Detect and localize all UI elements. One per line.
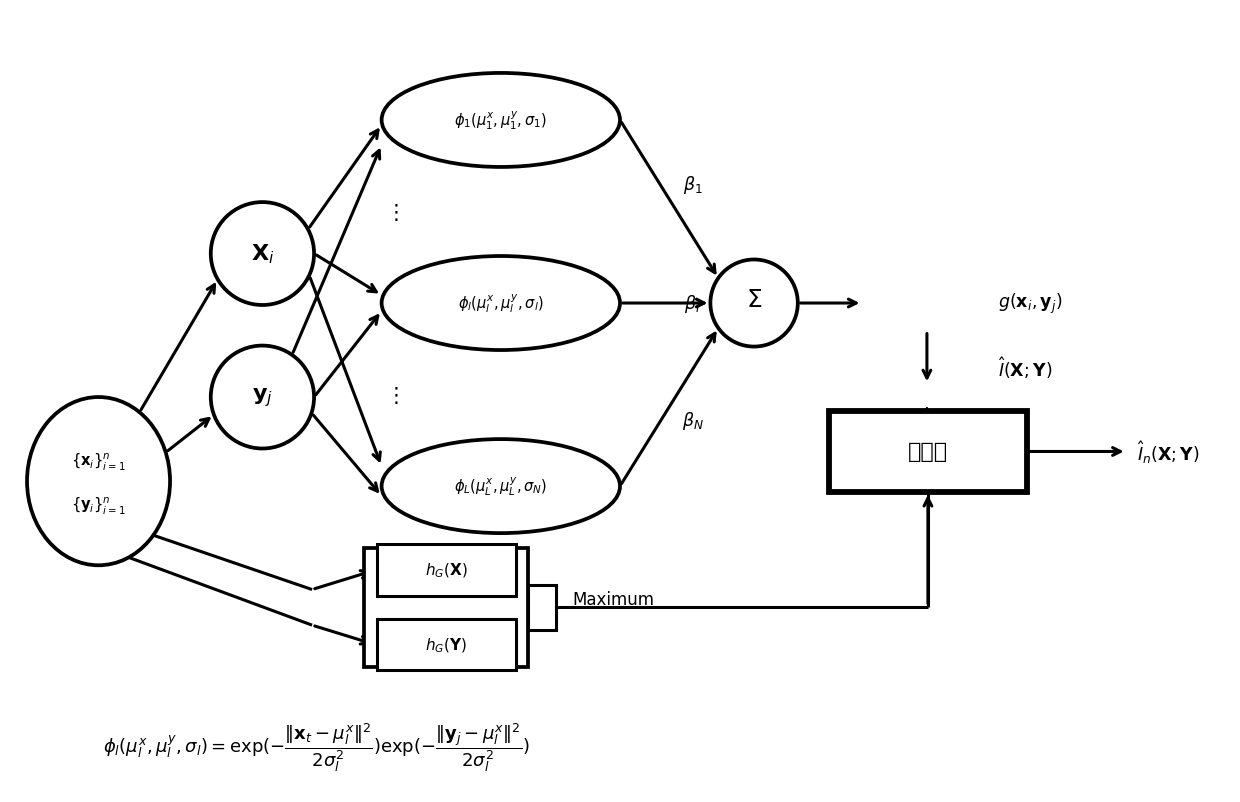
- Text: $\{\mathbf{y}_i\}_{i=1}^{n}$: $\{\mathbf{y}_i\}_{i=1}^{n}$: [71, 496, 126, 516]
- Ellipse shape: [382, 257, 620, 350]
- Text: $\phi_l(\mu_l^x,\mu_l^y,\sigma_l) = \exp(-\dfrac{\|\mathbf{x}_t - \mu_l^x\|^2}{2: $\phi_l(\mu_l^x,\mu_l^y,\sigma_l) = \exp…: [103, 720, 531, 773]
- Text: $\beta_N$: $\beta_N$: [682, 409, 703, 431]
- Bar: [528, 585, 556, 630]
- Ellipse shape: [382, 74, 620, 168]
- Text: $\beta_l$: $\beta_l$: [684, 293, 701, 314]
- Bar: [828, 411, 1027, 492]
- Text: $\vdots$: $\vdots$: [384, 202, 398, 223]
- Circle shape: [711, 260, 797, 347]
- Bar: [377, 619, 516, 670]
- Text: $\hat{I}(\mathbf{X};\mathbf{Y})$: $\hat{I}(\mathbf{X};\mathbf{Y})$: [998, 355, 1053, 381]
- Text: Maximum: Maximum: [573, 591, 655, 609]
- Text: $\beta_1$: $\beta_1$: [683, 174, 702, 196]
- Circle shape: [211, 203, 314, 306]
- Text: $\phi_l(\mu_l^x,\mu_l^y,\sigma_l)$: $\phi_l(\mu_l^x,\mu_l^y,\sigma_l)$: [458, 293, 543, 315]
- Text: $\phi_1(\mu_1^x,\mu_1^y,\sigma_1)$: $\phi_1(\mu_1^x,\mu_1^y,\sigma_1)$: [454, 110, 547, 132]
- Text: $h_G(\mathbf{X})$: $h_G(\mathbf{X})$: [425, 561, 467, 580]
- Text: $\phi_L(\mu_L^x,\mu_L^y,\sigma_N)$: $\phi_L(\mu_L^x,\mu_L^y,\sigma_N)$: [454, 476, 548, 498]
- Text: 归一化: 归一化: [908, 442, 947, 462]
- Text: $\{\mathbf{x}_i\}_{i=1}^{n}$: $\{\mathbf{x}_i\}_{i=1}^{n}$: [71, 452, 125, 472]
- Text: $\vdots$: $\vdots$: [384, 385, 398, 406]
- Text: $\Sigma$: $\Sigma$: [746, 288, 763, 312]
- Text: $\mathbf{y}_j$: $\mathbf{y}_j$: [252, 386, 273, 409]
- Bar: [365, 549, 528, 667]
- Text: $\mathbf{X}_i$: $\mathbf{X}_i$: [250, 242, 274, 266]
- Text: $\hat{I}_n(\mathbf{X};\mathbf{Y})$: $\hat{I}_n(\mathbf{X};\mathbf{Y})$: [1137, 439, 1199, 465]
- Text: $h_G(\mathbf{Y})$: $h_G(\mathbf{Y})$: [425, 635, 467, 654]
- Ellipse shape: [27, 398, 170, 565]
- Bar: [377, 545, 516, 596]
- Circle shape: [211, 346, 314, 449]
- Text: $g(\mathbf{x}_i,\mathbf{y}_j)$: $g(\mathbf{x}_i,\mathbf{y}_j)$: [998, 292, 1063, 316]
- Ellipse shape: [382, 439, 620, 533]
